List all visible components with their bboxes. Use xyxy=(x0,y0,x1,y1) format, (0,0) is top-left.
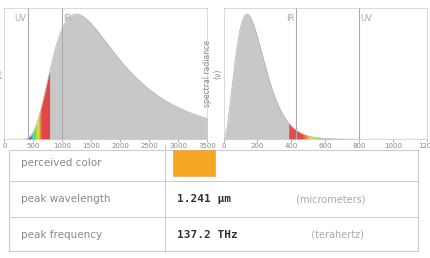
Text: perceived color: perceived color xyxy=(21,158,101,168)
X-axis label: wavelength (nm): wavelength (nm) xyxy=(70,151,141,160)
Y-axis label: spectral radiance
(ν): spectral radiance (ν) xyxy=(203,40,222,107)
Text: 137.2 THz: 137.2 THz xyxy=(177,230,238,240)
Text: IR: IR xyxy=(286,14,294,23)
FancyBboxPatch shape xyxy=(173,150,215,176)
X-axis label: frequency (THz): frequency (THz) xyxy=(291,151,358,160)
Text: 1.241 μm: 1.241 μm xyxy=(177,194,231,204)
Text: peak wavelength: peak wavelength xyxy=(21,194,111,204)
Text: (micrometers): (micrometers) xyxy=(292,194,365,204)
FancyBboxPatch shape xyxy=(9,150,417,251)
Text: IR: IR xyxy=(63,14,72,23)
Text: UV: UV xyxy=(15,14,26,23)
Y-axis label: spectral radiance
(λ): spectral radiance (λ) xyxy=(0,40,3,107)
Text: (terahertz): (terahertz) xyxy=(304,230,363,240)
Text: UV: UV xyxy=(360,14,372,23)
Text: peak frequency: peak frequency xyxy=(21,230,102,240)
